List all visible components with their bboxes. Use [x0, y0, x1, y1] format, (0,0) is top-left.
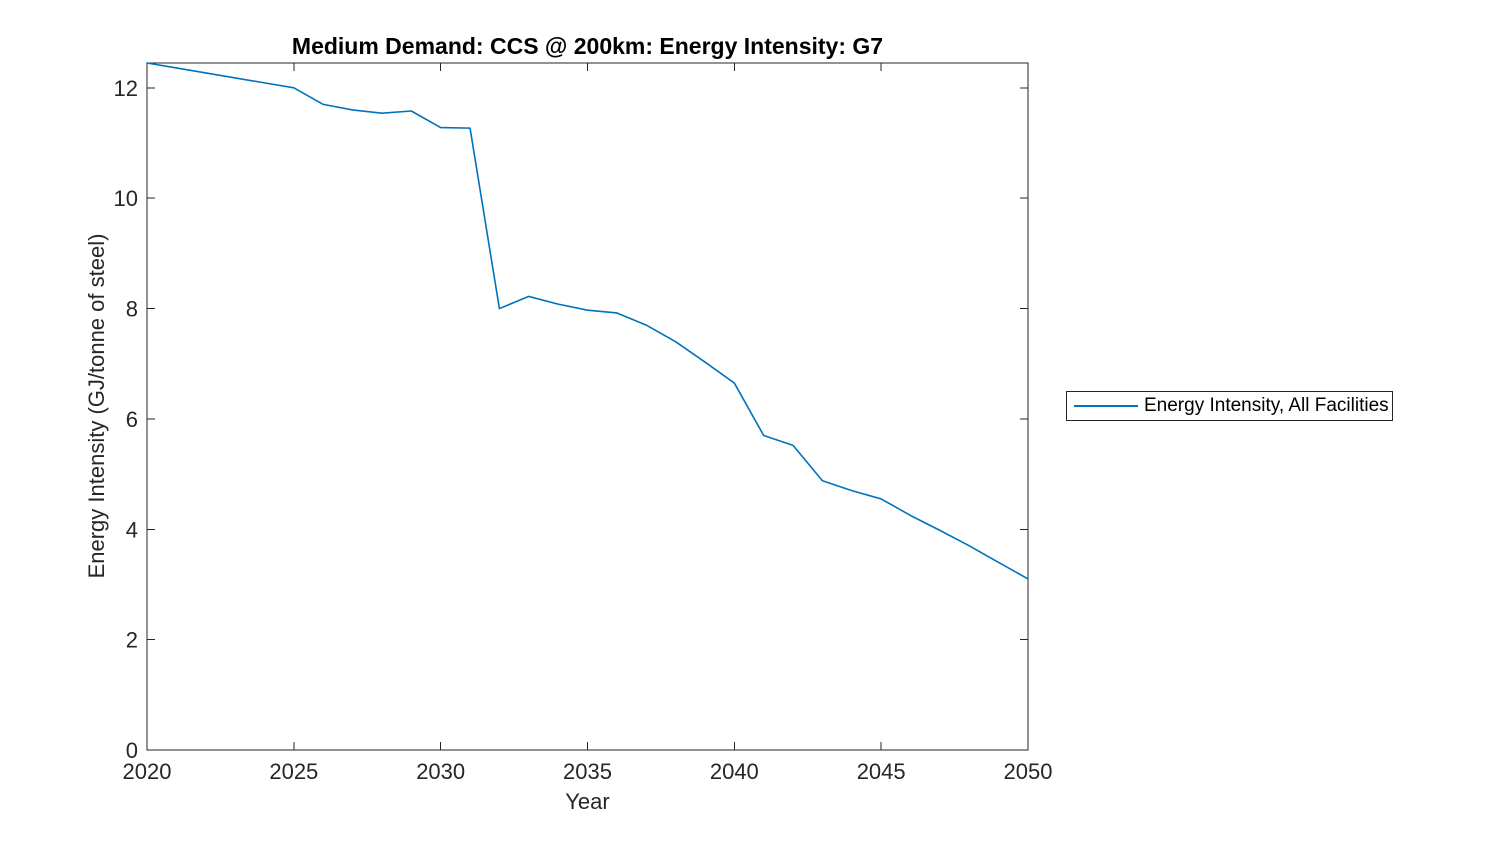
legend-label: Energy Intensity, All Facilities — [1144, 395, 1389, 416]
x-tick-label: 2025 — [269, 759, 318, 784]
legend-box: Energy Intensity, All Facilities — [1066, 391, 1393, 421]
chart-title: Medium Demand: CCS @ 200km: Energy Inten… — [291, 33, 884, 59]
y-tick-label: 0 — [126, 738, 138, 763]
y-tick-label: 4 — [126, 517, 138, 542]
x-tick-label: 2035 — [563, 759, 612, 784]
legend-line-sample — [1074, 405, 1138, 407]
data-line — [146, 62, 1029, 580]
y-tick-label: 12 — [114, 76, 138, 101]
y-tick-label: 6 — [126, 407, 138, 432]
plot-box — [146, 62, 1029, 751]
x-tick-label: 2030 — [416, 759, 465, 784]
x-tick-label: 2045 — [857, 759, 906, 784]
x-axis-label: Year — [565, 789, 610, 814]
y-tick-label: 2 — [126, 628, 138, 653]
x-tick-label: 2020 — [123, 759, 172, 784]
x-tick-label: 2050 — [1004, 759, 1053, 784]
x-tick-label: 2040 — [710, 759, 759, 784]
y-tick-label: 8 — [126, 297, 138, 322]
y-tick-label: 10 — [114, 186, 138, 211]
